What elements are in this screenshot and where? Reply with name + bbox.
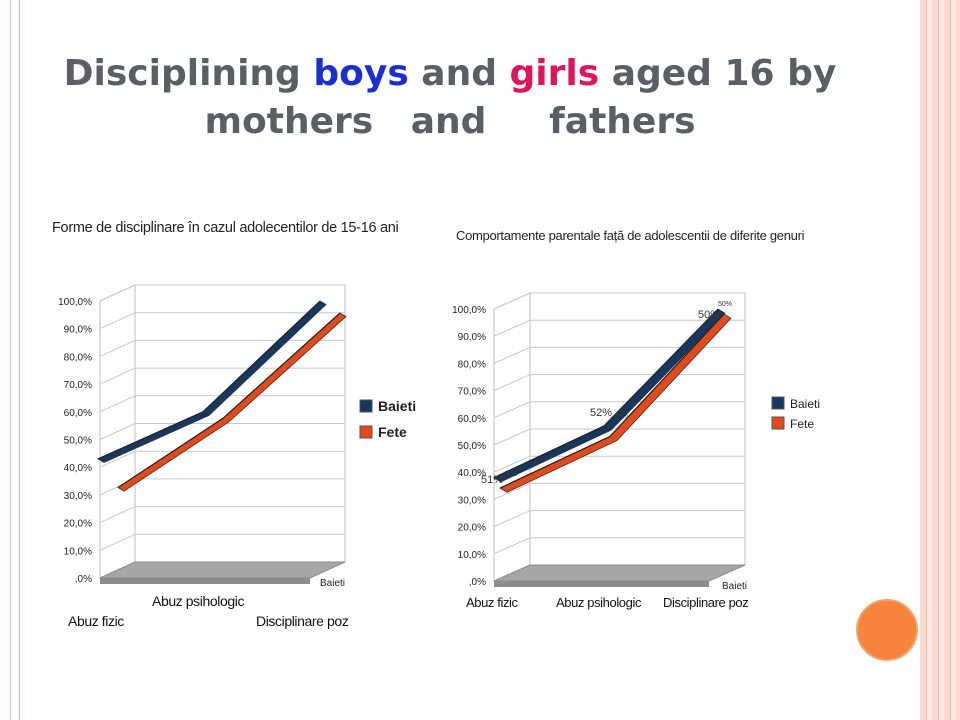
series-ribbon-baieti <box>97 300 327 463</box>
title-text-2: and <box>408 53 510 94</box>
y-tick-label: 90,0% <box>458 332 486 343</box>
x-tick-label: Abuz psihologic <box>556 595 642 610</box>
gridline <box>493 374 745 392</box>
y-tick-label: 40,0% <box>458 468 486 479</box>
title-girls: girls <box>509 53 600 94</box>
y-tick-label: 20,0% <box>64 519 92 530</box>
y-tick-label: 10,0% <box>64 546 92 557</box>
data-label: 48% <box>614 413 628 420</box>
series-ribbon-fete <box>117 312 347 492</box>
gridline <box>99 533 345 551</box>
series-line-baieti <box>97 300 321 460</box>
y-tick-label: ,0% <box>75 574 92 585</box>
y-tick-label: 80,0% <box>458 359 486 370</box>
series-line-baieti <box>493 308 719 479</box>
y-tick-label: 70,0% <box>64 380 92 391</box>
back-wall <box>134 284 346 563</box>
chart-floor <box>99 561 346 579</box>
y-tick-label: ,0% <box>469 577 486 588</box>
gridline <box>99 450 345 468</box>
y-tick-label: 40,0% <box>64 463 92 474</box>
floor-edge <box>494 581 709 587</box>
back-wall <box>529 292 746 566</box>
data-label: 49% <box>503 471 517 478</box>
legend-swatch-fete <box>359 425 373 439</box>
depth-axis-label: Baieti <box>722 581 747 592</box>
legend-label-baieti: Baieti <box>378 398 416 414</box>
y-tick-label: 80,0% <box>64 352 92 363</box>
series-line-fete <box>117 312 341 489</box>
gridline <box>493 292 745 310</box>
chart1-title: Forme de disciplinare în cazul adolecent… <box>52 220 399 236</box>
legend-label-fete: Fete <box>378 424 407 440</box>
gridline <box>99 395 345 413</box>
y-tick-label: 20,0% <box>458 523 486 534</box>
gridline <box>493 401 745 419</box>
x-tick-label: Abuz fizic <box>466 595 519 610</box>
chart-floor <box>493 564 746 582</box>
legend-swatch-baieti <box>359 399 373 413</box>
gridline <box>99 423 345 440</box>
floor-edge <box>100 578 310 584</box>
y-tick-label: 10,0% <box>458 550 486 561</box>
gridline <box>99 339 345 357</box>
data-label: 50% <box>718 301 732 308</box>
series-ribbon-fete <box>499 313 732 493</box>
legend-label-baieti: Baieti <box>790 397 820 411</box>
data-label: 52% <box>590 407 612 419</box>
decorative-circle <box>856 599 918 661</box>
x-tick-label: Abuz fizic <box>68 613 124 629</box>
series-line-fete <box>499 313 725 489</box>
series-ribbon-baieti <box>493 308 726 483</box>
slide-title-line1: Disciplining boys and girls aged 16 by <box>40 50 860 98</box>
left-wall <box>99 284 136 579</box>
gridline <box>493 428 745 446</box>
left-wall <box>493 292 531 582</box>
legend-swatch-fete <box>771 416 785 430</box>
data-label: 50% <box>698 309 720 321</box>
slide-title: Disciplining boys and girls aged 16 by m… <box>40 50 860 146</box>
y-tick-label: 50,0% <box>64 436 92 447</box>
gridline <box>493 346 745 364</box>
gridline <box>99 561 345 579</box>
title-boys: boys <box>313 53 409 94</box>
data-label: 51% <box>481 474 503 486</box>
chart2-title: Comportamente parentale față de adolesce… <box>456 228 805 243</box>
y-tick-label: 70,0% <box>458 387 486 398</box>
y-tick-label: 30,0% <box>64 491 92 502</box>
y-tick-label: 30,0% <box>458 495 486 506</box>
y-tick-label: 100,0% <box>452 305 486 316</box>
y-tick-label: 100,0% <box>58 297 92 308</box>
y-tick-label: 60,0% <box>458 414 486 425</box>
title-text-1: Disciplining <box>63 53 314 94</box>
y-tick-label: 50,0% <box>458 441 486 452</box>
x-tick-label: Disciplinare poz <box>663 595 748 610</box>
legend-label-fete: Fete <box>790 417 814 431</box>
gridline <box>99 284 345 302</box>
gridline <box>493 482 745 500</box>
x-tick-label: Disciplinare poz <box>256 613 349 629</box>
x-tick-label: Abuz psihologic <box>152 593 244 609</box>
y-tick-label: 90,0% <box>64 325 92 336</box>
slide-frame-right <box>920 0 960 720</box>
gridline <box>493 564 745 582</box>
gridline <box>493 455 745 473</box>
title-text-3: aged 16 by <box>599 53 837 94</box>
depth-axis-label: Baieti <box>320 578 345 589</box>
gridline <box>99 367 345 385</box>
gridline <box>493 537 745 555</box>
slide-title-line2: mothers and fathers <box>204 101 696 142</box>
gridline <box>99 478 345 496</box>
slide-frame-left <box>10 0 20 720</box>
legend-swatch-baieti <box>771 396 785 410</box>
gridline <box>99 506 345 524</box>
gridline <box>493 510 745 528</box>
gridline <box>493 319 745 337</box>
y-tick-label: 60,0% <box>64 408 92 419</box>
gridline <box>99 312 345 330</box>
